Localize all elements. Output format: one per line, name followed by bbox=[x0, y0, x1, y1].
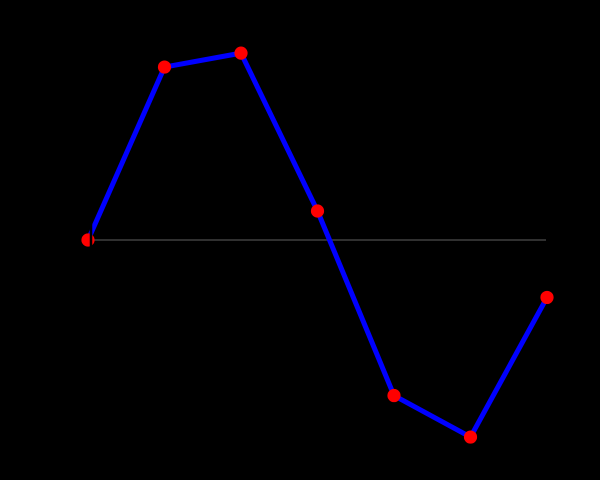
data-point bbox=[310, 204, 325, 218]
data-point bbox=[387, 388, 401, 403]
data-point bbox=[463, 430, 478, 444]
data-point bbox=[81, 233, 95, 247]
data-point bbox=[540, 290, 554, 305]
data-point bbox=[234, 46, 248, 60]
data-point bbox=[157, 60, 172, 74]
